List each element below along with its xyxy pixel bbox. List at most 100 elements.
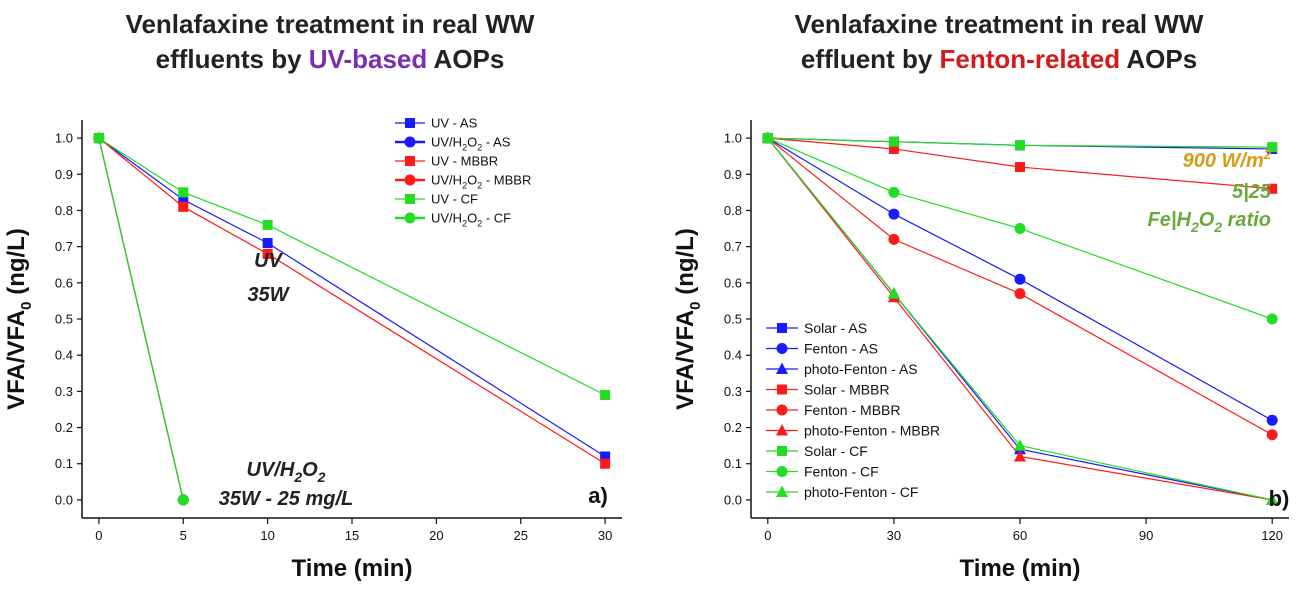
- x-tick-label: 10: [260, 528, 274, 543]
- legend-label: Solar - AS: [804, 320, 867, 336]
- legend-marker: [405, 194, 415, 204]
- legend-label: UV - AS: [431, 116, 478, 131]
- annotation-irradiance: 900 W/m2: [1183, 147, 1272, 172]
- y-tick-label: 0.7: [724, 239, 742, 254]
- data-point: [888, 208, 900, 220]
- series-line: [767, 137, 1273, 436]
- y-tick-label: 0.1: [724, 456, 742, 471]
- data-point: [262, 238, 273, 249]
- legend-label: UV/H2O2 - MBBR: [431, 173, 531, 191]
- data-point: [1266, 429, 1278, 441]
- series-line: [767, 137, 1273, 320]
- x-tick-label: 90: [1139, 528, 1153, 543]
- axes: 0.0 0.1 0.2 0.3 0.4 0.5 0.6 0.7 0.8 0.9 1.0 0 5 10 15 2…: [3, 120, 622, 582]
- series-line: [98, 137, 606, 465]
- data-point: [1014, 273, 1026, 285]
- data-point: [178, 201, 189, 212]
- y-tick-label: 0.9: [724, 167, 742, 182]
- data-point: [888, 186, 900, 198]
- legend-label: photo-Fenton - MBBR: [804, 423, 940, 439]
- data-point: [177, 494, 189, 506]
- data-point: [761, 131, 774, 144]
- x-axis-title: Time (min): [960, 555, 1081, 582]
- series-line: [767, 137, 1273, 421]
- legend-label: photo-Fenton - AS: [804, 361, 918, 377]
- y-tick-label: 0.0: [55, 492, 73, 507]
- chart-panel-a: Venlafaxine treatment in real WW effluen…: [3, 9, 622, 582]
- axes: 0.0 0.1 0.2 0.3 0.4 0.5 0.6 0.7 0.8 0.9 1.0 0 30 60 90…: [672, 120, 1289, 582]
- legend-marker: [776, 424, 788, 436]
- y-tick-label: 0.4: [724, 348, 742, 363]
- data-point: [262, 219, 273, 230]
- y-tick-label: 0.0: [724, 492, 742, 507]
- series-line: [767, 137, 1273, 501]
- annotation-uv-h2o2: UV/H2O2: [247, 459, 326, 485]
- x-tick-label: 0: [95, 528, 102, 543]
- legend-marker: [777, 323, 787, 333]
- uv-based-aops-chart: Venlafaxine treatment in real WW effluen…: [3, 9, 622, 582]
- x-axis-title: Time (min): [292, 555, 413, 582]
- data-point: [178, 194, 189, 205]
- legend-marker: [776, 404, 788, 416]
- data-point: [888, 233, 900, 245]
- data-point: [262, 248, 273, 259]
- series-line: [767, 137, 1273, 501]
- x-tick-label: 120: [1261, 528, 1283, 543]
- annotation-ratio-label: Fe|H2O2 ratio: [1148, 209, 1271, 235]
- legend-marker: [777, 446, 787, 456]
- y-tick-label: 0.5: [724, 312, 742, 327]
- y-axis-title: VFA/VFA0 (ng/L): [672, 228, 704, 410]
- data-point: [1267, 142, 1278, 153]
- data-point: [1267, 183, 1278, 194]
- data-point: [600, 458, 611, 469]
- fenton-related-aops-chart: Venlafaxine treatment in real WW effluen…: [672, 9, 1290, 582]
- annotation-ratio-value: 5|25: [1232, 181, 1272, 203]
- legend-label: UV/H2O2 - AS: [431, 135, 511, 153]
- legend-marker: [777, 384, 787, 395]
- series-line: [98, 137, 606, 457]
- chart-title-line-1: Venlafaxine treatment in real WW: [795, 9, 1204, 39]
- x-tick-label: 30: [887, 528, 901, 543]
- data-point: [887, 287, 900, 299]
- y-tick-label: 1.0: [55, 131, 73, 146]
- data-point: [1266, 313, 1278, 325]
- y-tick-label: 0.7: [55, 239, 73, 254]
- y-tick-label: 0.4: [55, 348, 73, 363]
- data-point: [1266, 414, 1278, 426]
- x-tick-label: 0: [764, 528, 771, 543]
- data-point: [93, 132, 105, 144]
- y-tick-label: 0.2: [724, 420, 742, 435]
- data-point: [888, 143, 899, 154]
- y-tick-label: 0.6: [55, 275, 73, 290]
- legend-marker: [776, 466, 788, 477]
- legend-marker: [776, 362, 788, 374]
- legend-label: UV - CF: [431, 192, 478, 207]
- legend-label: Solar - MBBR: [804, 382, 890, 398]
- chart-title-line-1: Venlafaxine treatment in real WW: [126, 9, 535, 39]
- data-point: [1014, 439, 1026, 451]
- legend-marker: [776, 343, 788, 354]
- plot-area: [93, 132, 611, 506]
- chart-title-line-2: effluent by Fenton-related AOPs: [801, 44, 1197, 74]
- series-line: [98, 137, 606, 396]
- y-tick-label: 0.3: [55, 384, 73, 399]
- y-tick-label: 0.3: [724, 384, 742, 399]
- plot-area: [761, 131, 1279, 505]
- legend-label: Fenton - MBBR: [804, 402, 900, 418]
- legend-marker: [404, 136, 416, 148]
- y-tick-label: 0.6: [724, 275, 742, 290]
- legend-label: UV - MBBR: [431, 154, 498, 169]
- x-tick-label: 30: [598, 528, 612, 543]
- data-point: [1014, 223, 1026, 235]
- panel-label: a): [588, 483, 608, 508]
- legend-label: UV/H2O2 - CF: [431, 211, 511, 229]
- y-tick-label: 0.8: [724, 203, 742, 218]
- data-point: [1015, 162, 1025, 173]
- data-point: [1014, 288, 1026, 300]
- data-point: [600, 389, 611, 400]
- legend-marker: [405, 156, 415, 166]
- panel-label: b): [1269, 486, 1290, 511]
- y-axis-title: VFA/VFA0 (ng/L): [3, 228, 35, 410]
- y-tick-label: 0.5: [55, 312, 73, 327]
